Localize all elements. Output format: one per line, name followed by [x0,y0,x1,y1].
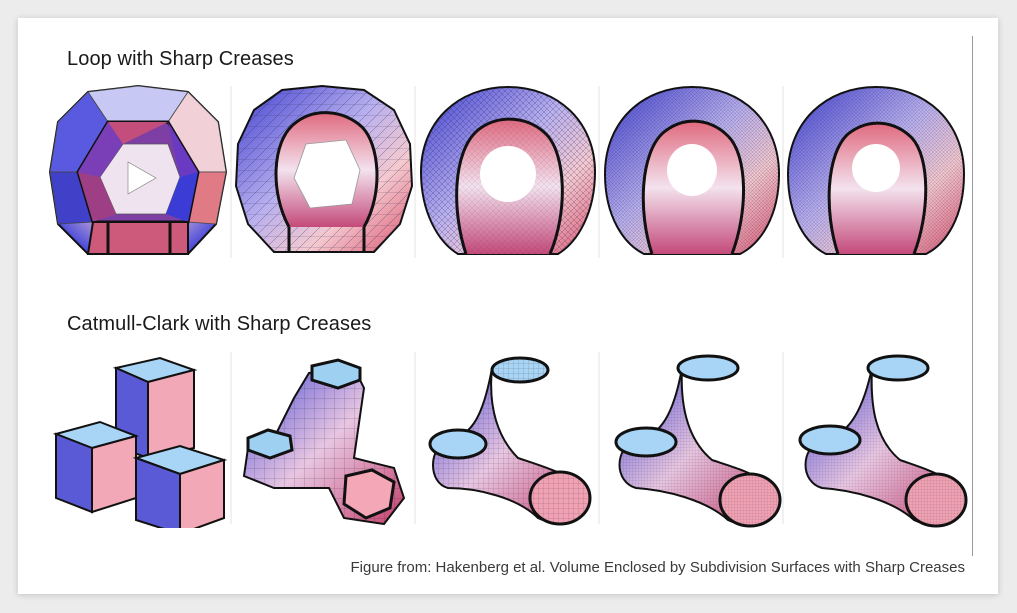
catmull-clark-level-1-mesh [242,358,406,526]
loop-level-1-torus [234,84,414,253]
catmull-clark-level-4-mesh [798,354,968,528]
loop-subdivision-row [48,82,968,262]
catmull-clark-level-0-cubes [52,356,228,528]
catmull-clark-row-title: Catmull-Clark with Sharp Creases [67,313,372,335]
catmull-clark-level-3-mesh [614,354,782,528]
loop-level-4-torus [786,85,966,255]
catmull-clark-level-2-mesh [428,356,592,526]
figure-caption: Figure from: Hakenberg et al. Volume Enc… [350,559,965,576]
loop-level-3-torus [603,85,781,255]
loop-level-2-torus [419,85,597,255]
catmull-clark-row [48,348,968,528]
loop-subdivision-figures [48,84,966,258]
loop-level-0-torus [48,84,228,255]
right-border-line [972,36,973,556]
loop-row-title: Loop with Sharp Creases [67,48,294,70]
catmull-clark-figures [52,352,968,528]
